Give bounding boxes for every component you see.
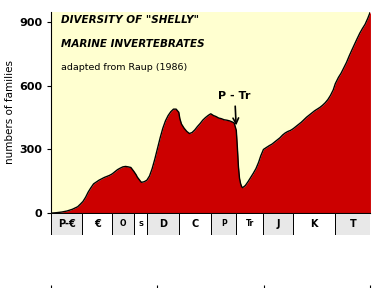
Text: DIVERSITY OF "SHELLY": DIVERSITY OF "SHELLY" [60,14,198,24]
Bar [335,213,370,235]
Text: C: C [192,219,199,229]
Y-axis label: numbers of families: numbers of families [5,60,15,164]
Text: P: P [221,219,227,228]
Text: O: O [120,219,126,228]
Text: €: € [94,219,101,229]
Bar [134,213,147,235]
Bar [263,213,293,235]
Text: K: K [311,219,318,229]
Text: D: D [160,219,167,229]
Bar [147,213,179,235]
Text: adapted from Raup (1986): adapted from Raup (1986) [60,63,187,72]
Text: Tr: Tr [246,219,254,228]
Bar [211,213,236,235]
Bar [82,213,112,235]
Text: S: S [138,221,143,227]
Bar [179,213,211,235]
Text: P - Tr: P - Tr [218,91,251,124]
Bar [51,213,82,235]
Text: J: J [277,219,280,229]
Bar [236,213,263,235]
Text: P-€: P-€ [58,219,76,229]
Text: MARINE INVERTEBRATES: MARINE INVERTEBRATES [60,39,204,49]
Bar [293,213,335,235]
Bar [112,213,134,235]
Text: T: T [350,219,356,229]
